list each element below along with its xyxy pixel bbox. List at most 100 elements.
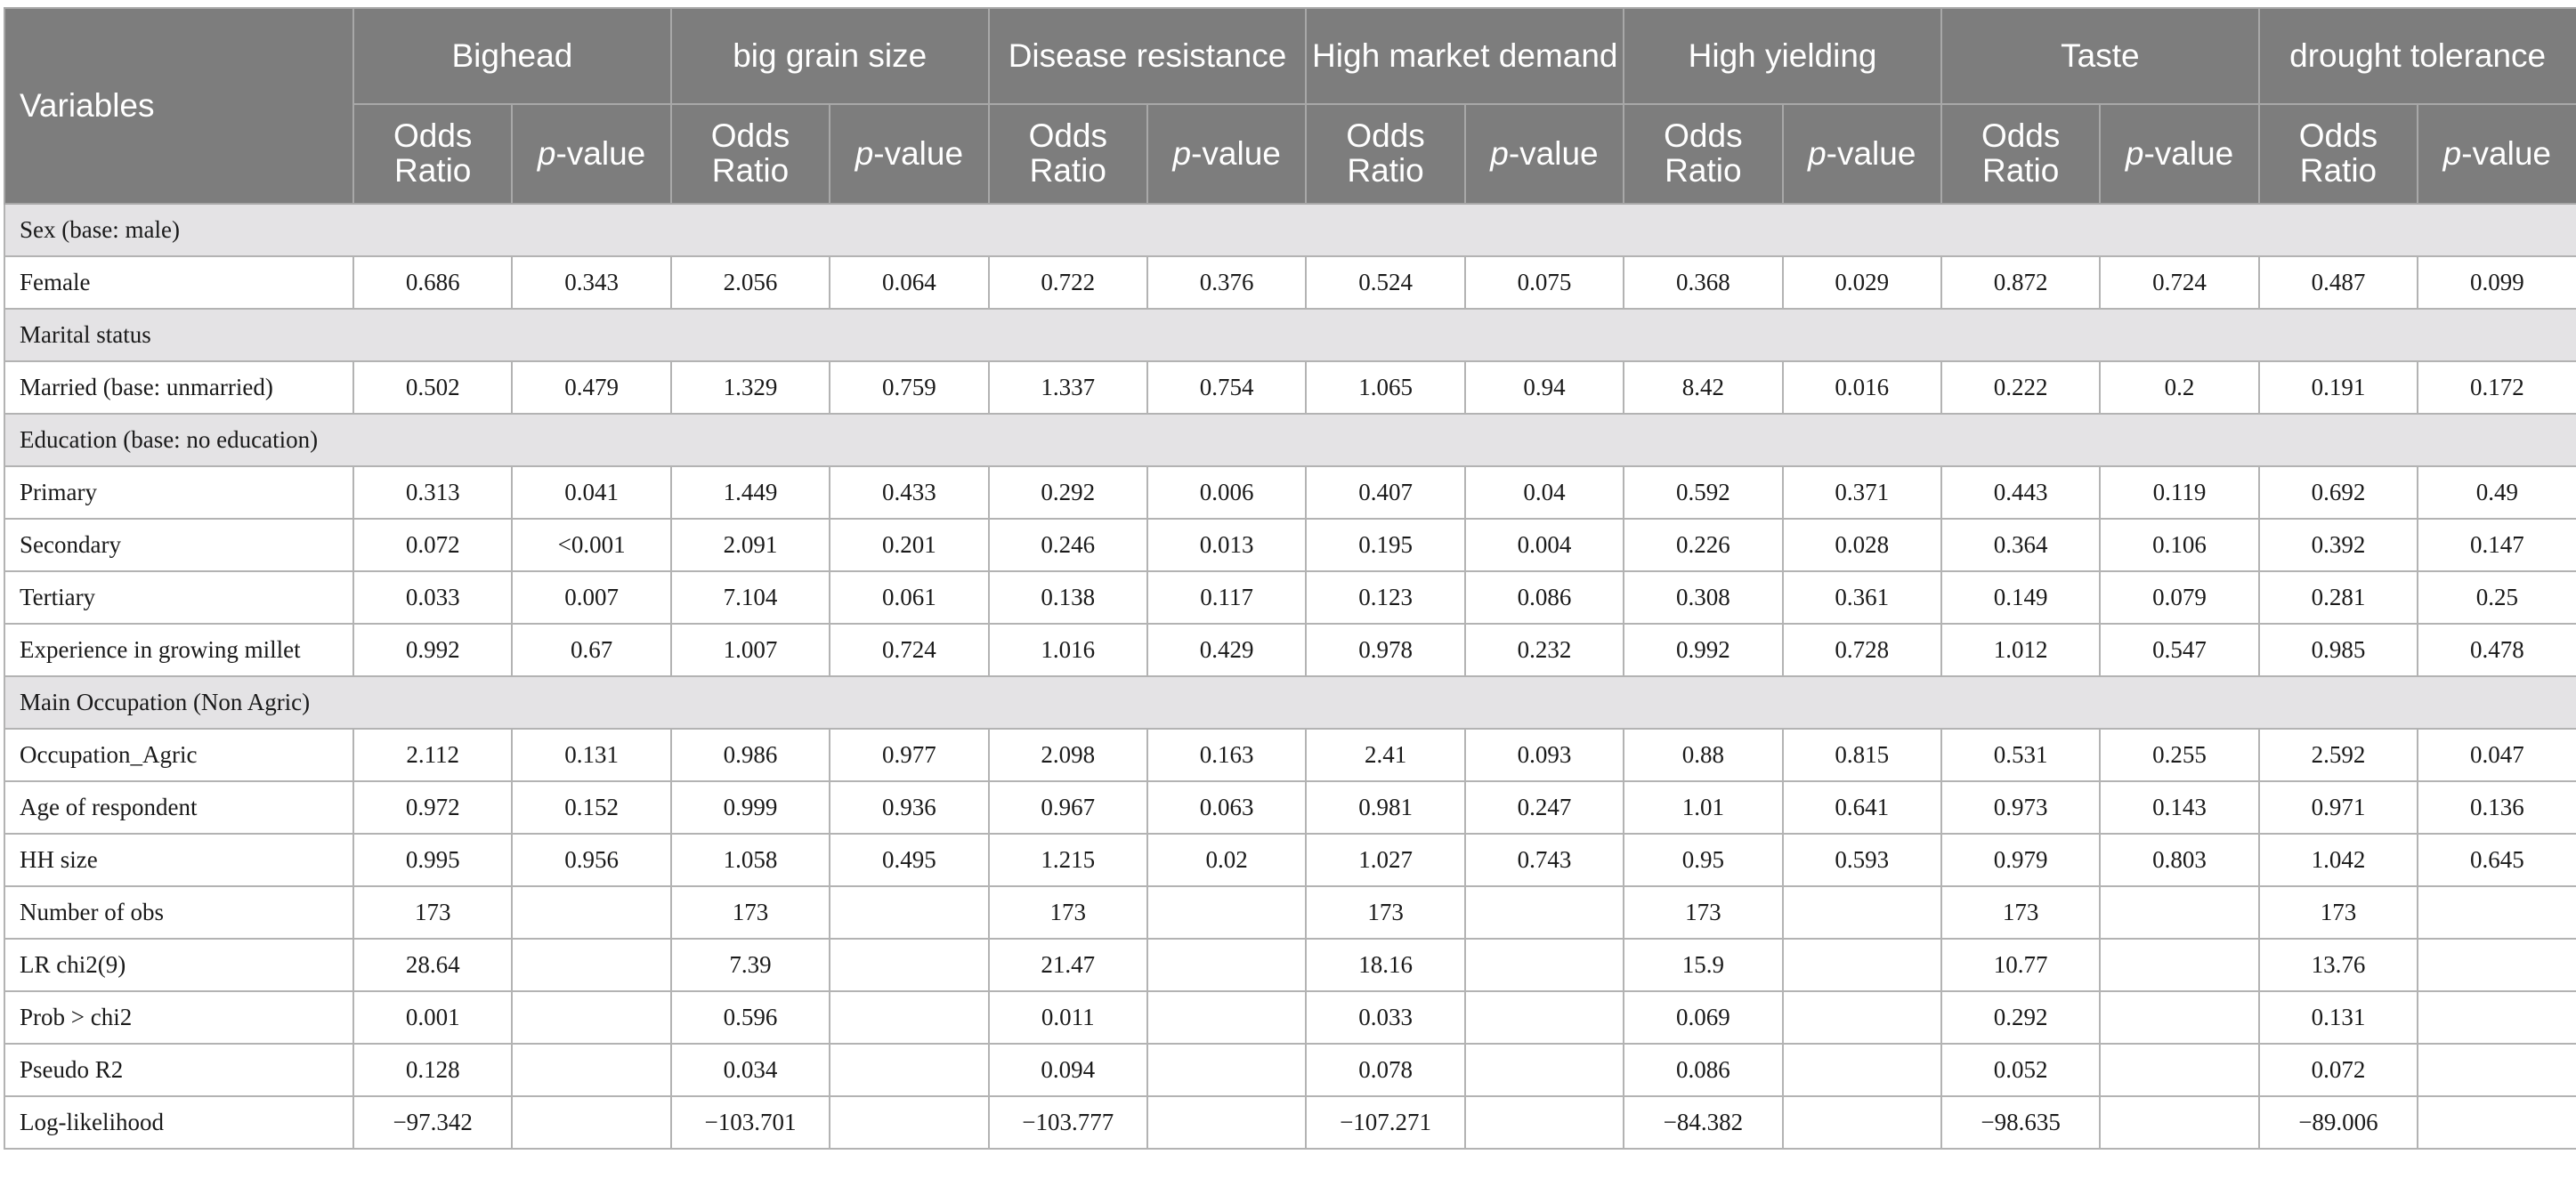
p-value-cell xyxy=(2099,1095,2260,1150)
p-value-cell: 0.645 xyxy=(2417,833,2576,887)
p-value-cell: 0.064 xyxy=(829,255,990,310)
table-row: Female 0.686 0.343 2.056 0.064 0.722 0.376 0.52… xyxy=(4,255,2576,310)
p-value-cell: 0.25 xyxy=(2417,570,2576,625)
odds-ratio-cell: 0.986 xyxy=(669,728,831,782)
odds-ratio-header: Odds Ratio xyxy=(2257,103,2419,205)
p-suffix: -value xyxy=(2143,134,2234,172)
p-value-cell xyxy=(1781,885,1942,940)
odds-ratio-cell: 0.052 xyxy=(1940,1043,2102,1097)
p-value-cell: 0.724 xyxy=(829,623,990,677)
row-label: Tertiary xyxy=(4,570,354,625)
p-value-cell: 0.143 xyxy=(2099,780,2260,835)
odds-ratio-cell: 0.985 xyxy=(2257,623,2419,677)
odds-ratio-cell: 0.292 xyxy=(1940,990,2102,1045)
p-letter: p xyxy=(1808,134,1827,172)
p-value-cell xyxy=(1463,990,1625,1045)
odds-ratio-cell: −98.635 xyxy=(1940,1095,2102,1150)
p-value-cell: 0.754 xyxy=(1146,360,1308,415)
odds-ratio-cell: 0.292 xyxy=(987,465,1148,520)
row-label: Age of respondent xyxy=(4,780,354,835)
p-value-header: p-value xyxy=(511,103,672,205)
table-row: Log-likelihood −97.342 −103.701 −103.777 −10… xyxy=(4,1095,2576,1150)
table-row: Occupation_Agric 2.112 0.131 0.986 0.977 2.09… xyxy=(4,728,2576,782)
p-value-cell: <0.001 xyxy=(511,518,672,572)
odds-ratio-cell: −103.777 xyxy=(987,1095,1148,1150)
p-value-cell xyxy=(1781,1043,1942,1097)
p-value-header: p-value xyxy=(2417,103,2576,205)
p-value-cell: 0.495 xyxy=(829,833,990,887)
table-row: Number of obs 173 173 173 173 173 173 173 xyxy=(4,885,2576,940)
odds-ratio-cell: 2.592 xyxy=(2257,728,2419,782)
p-value-cell: 0.641 xyxy=(1781,780,1942,835)
odds-ratio-cell: 0.967 xyxy=(987,780,1148,835)
row-label: Primary xyxy=(4,465,354,520)
table-row: Primary 0.313 0.041 1.449 0.433 0.292 0.006 0.4… xyxy=(4,465,2576,520)
p-value-cell: 0.016 xyxy=(1781,360,1942,415)
odds-ratio-cell: 7.104 xyxy=(669,570,831,625)
row-label: Occupation_Agric xyxy=(4,728,354,782)
p-value-cell: 0.119 xyxy=(2099,465,2260,520)
odds-ratio-cell: −103.701 xyxy=(669,1095,831,1150)
p-value-cell: 0.247 xyxy=(1463,780,1625,835)
p-letter: p xyxy=(1490,134,1509,172)
group-header: big grain size xyxy=(669,7,990,105)
odds-ratio-cell: 0.487 xyxy=(2257,255,2419,310)
p-letter: p xyxy=(2125,134,2144,172)
p-letter: p xyxy=(1172,134,1192,172)
group-header: Disease resistance xyxy=(987,7,1308,105)
header-row-stats: Odds Ratio p-value Odds Ratio p-value Odds R… xyxy=(4,103,2576,205)
p-value-cell xyxy=(1146,885,1308,940)
p-value-cell xyxy=(511,1095,672,1150)
odds-ratio-cell: −89.006 xyxy=(2257,1095,2419,1150)
odds-ratio-cell: 0.992 xyxy=(352,623,514,677)
p-value-cell: 0.079 xyxy=(2099,570,2260,625)
p-value-cell: 0.007 xyxy=(511,570,672,625)
odds-ratio-cell: 1.337 xyxy=(987,360,1148,415)
p-value-cell: 0.728 xyxy=(1781,623,1942,677)
p-value-cell: 0.029 xyxy=(1781,255,1942,310)
odds-ratio-header: Odds Ratio xyxy=(1305,103,1466,205)
p-value-cell: 0.743 xyxy=(1463,833,1625,887)
odds-ratio-cell: 1.215 xyxy=(987,833,1148,887)
odds-ratio-cell: 10.77 xyxy=(1940,938,2102,992)
odds-ratio-cell: 0.592 xyxy=(1623,465,1784,520)
p-value-cell: 0.376 xyxy=(1146,255,1308,310)
p-value-cell: 0.956 xyxy=(511,833,672,887)
section-row: Main Occupation (Non Agric) xyxy=(4,675,2576,730)
odds-ratio-cell: 7.39 xyxy=(669,938,831,992)
p-value-cell: 0.117 xyxy=(1146,570,1308,625)
p-value-cell: 0.172 xyxy=(2417,360,2576,415)
odds-ratio-header: Odds Ratio xyxy=(352,103,514,205)
p-value-cell xyxy=(1463,885,1625,940)
p-value-cell: 0.724 xyxy=(2099,255,2260,310)
p-value-cell: 0.593 xyxy=(1781,833,1942,887)
p-value-cell xyxy=(1781,990,1942,1045)
table-row: Experience in growing millet 0.992 0.67 1.0… xyxy=(4,623,2576,677)
odds-ratio-header: Odds Ratio xyxy=(669,103,831,205)
odds-ratio-cell: 0.992 xyxy=(1623,623,1784,677)
p-letter: p xyxy=(537,134,556,172)
table-row: Tertiary 0.033 0.007 7.104 0.061 0.138 0.117 0.… xyxy=(4,570,2576,625)
odds-ratio-cell: 173 xyxy=(1940,885,2102,940)
p-value-cell xyxy=(1781,1095,1942,1150)
odds-ratio-cell: 28.64 xyxy=(352,938,514,992)
odds-ratio-header: Odds Ratio xyxy=(1623,103,1784,205)
table-container: Variables Bighead big grain size Disease r… xyxy=(4,7,2576,1150)
odds-ratio-cell: 0.001 xyxy=(352,990,514,1045)
row-label: Female xyxy=(4,255,354,310)
variables-header: Variables xyxy=(4,7,354,205)
p-value-cell: 0.977 xyxy=(829,728,990,782)
p-value-cell: 0.136 xyxy=(2417,780,2576,835)
odds-ratio-cell: 1.058 xyxy=(669,833,831,887)
p-suffix: -value xyxy=(1508,134,1599,172)
header-row-groups: Variables Bighead big grain size Disease r… xyxy=(4,7,2576,205)
odds-ratio-cell: 0.195 xyxy=(1305,518,1466,572)
p-value-cell xyxy=(511,885,672,940)
table-row: Married (base: unmarried) 0.502 0.479 1.329… xyxy=(4,360,2576,415)
odds-ratio-cell: 2.091 xyxy=(669,518,831,572)
p-value-cell xyxy=(2417,1095,2576,1150)
odds-ratio-cell: 0.872 xyxy=(1940,255,2102,310)
p-value-cell xyxy=(829,1043,990,1097)
odds-ratio-cell: 2.41 xyxy=(1305,728,1466,782)
section-label: Marital status xyxy=(4,308,2576,362)
